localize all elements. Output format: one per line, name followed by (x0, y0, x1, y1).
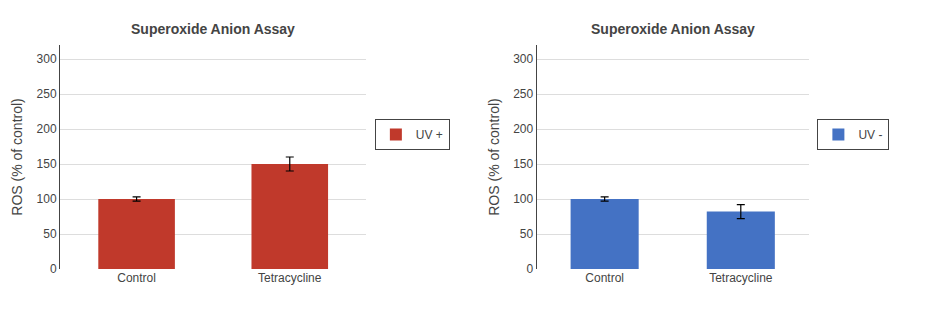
svg-text:ROS (% of control): ROS (% of control) (9, 98, 25, 215)
svg-text:Control: Control (117, 271, 156, 285)
svg-text:150: 150 (513, 157, 533, 171)
svg-text:200: 200 (37, 122, 57, 136)
svg-text:Control: Control (585, 271, 624, 285)
svg-text:50: 50 (520, 227, 534, 241)
svg-text:50: 50 (43, 227, 57, 241)
svg-text:ROS (% of control): ROS (% of control) (486, 98, 502, 215)
svg-text:UV +: UV + (416, 128, 443, 142)
svg-text:Superoxide Anion Assay: Superoxide Anion Assay (591, 21, 755, 37)
svg-text:Tetracycline: Tetracycline (258, 271, 322, 285)
svg-text:Superoxide Anion Assay: Superoxide Anion Assay (131, 21, 295, 37)
svg-text:UV -: UV - (858, 128, 882, 142)
svg-text:200: 200 (513, 122, 533, 136)
svg-text:300: 300 (37, 52, 57, 66)
svg-text:300: 300 (513, 52, 533, 66)
svg-text:250: 250 (513, 87, 533, 101)
svg-text:0: 0 (526, 262, 533, 276)
svg-text:150: 150 (37, 157, 57, 171)
svg-text:250: 250 (37, 87, 57, 101)
svg-text:100: 100 (513, 192, 533, 206)
svg-text:0: 0 (50, 262, 57, 276)
svg-text:Tetracycline: Tetracycline (709, 271, 773, 285)
svg-text:100: 100 (37, 192, 57, 206)
